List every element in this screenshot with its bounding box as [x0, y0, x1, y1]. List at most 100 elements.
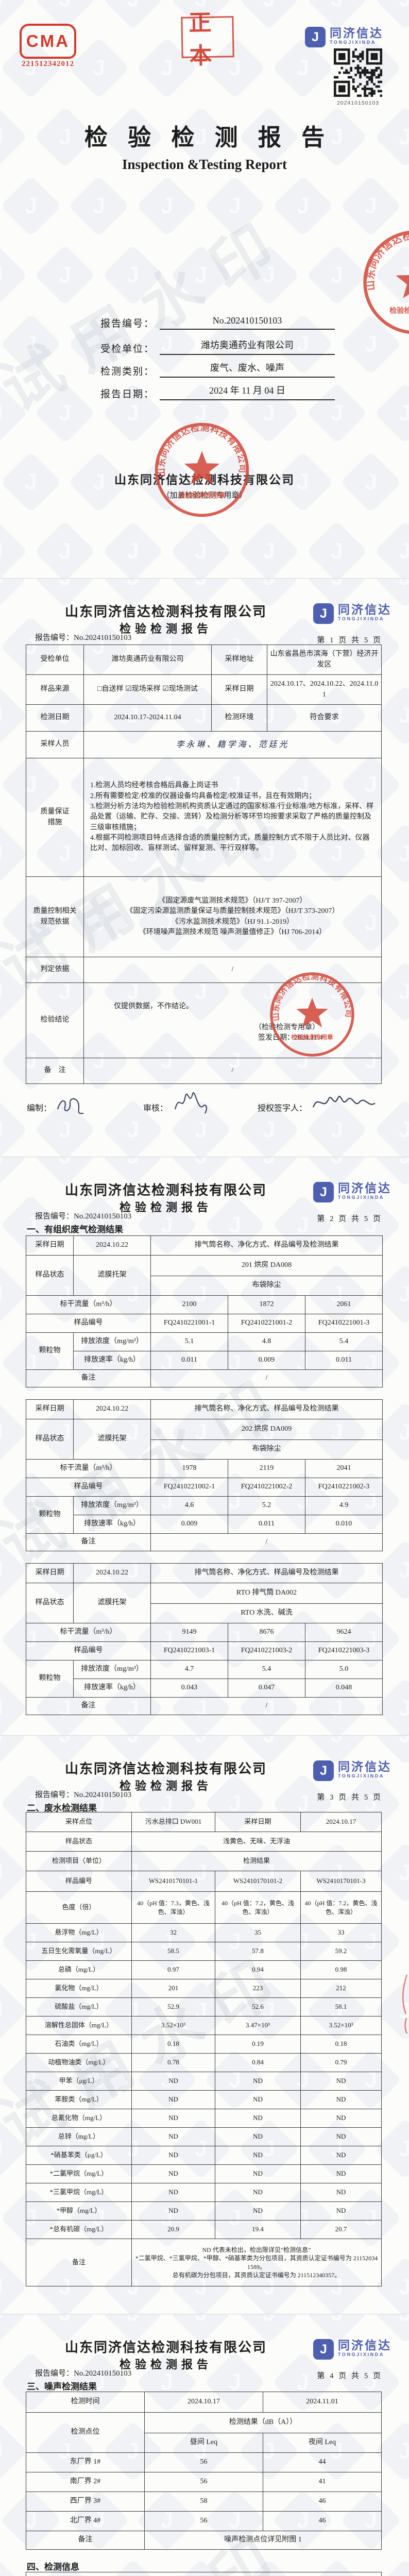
table-cell: 5.2 [228, 1496, 305, 1515]
watermark-tile: J [306, 244, 368, 306]
page-5-noise-info: JJJJJJJJJJJJJJJJJJJJJJJJJJJJJJJJJJJJJJJJ… [0, 2314, 409, 2576]
table-cell: *三氯甲烷（mg/L） [26, 2183, 132, 2202]
table-cell: 0.97 [131, 1960, 215, 1979]
table-cell: RTO 排气筒 DA002 [150, 1583, 383, 1604]
table-cell: 2024.10.22 [73, 1563, 151, 1583]
watermark-tile: J [238, 520, 300, 578]
svg-text:山东同济信达检测科技有限公司: 山东同济信达检测科技有限公司 [364, 230, 409, 291]
table-cell: 标干流量（m³/h） [26, 1295, 151, 1314]
table-cell: 3.52×10³ [300, 2016, 382, 2035]
header-org: 山东同济信达检测科技有限公司 [64, 2340, 267, 2355]
brand-name-cn: 同济信达 [330, 27, 383, 40]
table-cell: 223 [215, 1979, 301, 1998]
table-cell: 南厂界 2# [26, 2472, 145, 2492]
field-label: 报告日期： [100, 389, 155, 400]
gas-table-da002: 采样日期 2024.10.22 排气筒名称、净化方式、样品编号及检测结果 样品状态 滤膜… [26, 1563, 383, 1715]
table-cell: 排放速率（kg/h） [73, 1679, 151, 1698]
table-cell: ND [215, 2127, 301, 2146]
table-cell: 33 [300, 1923, 382, 1942]
scan-artifact [402, 1974, 408, 2034]
table-cell: ND [215, 2201, 301, 2221]
table-cell: 2024.11.01 [263, 2392, 382, 2413]
table-cell: 52.6 [215, 1997, 301, 2016]
watermark-tile: J [136, 175, 198, 237]
watermark-tile: J [204, 175, 266, 237]
brand-icon: J [313, 2339, 334, 2360]
watermark-tile: J [0, 2420, 28, 2482]
table-cell: *总有机碳（mg/L） [26, 2220, 132, 2239]
table-cell: 40（pH 值：7.2，黄色、浅色、浑浊） [215, 1891, 301, 1924]
page-number: 第 1 页 共 5 页 [317, 636, 382, 645]
table-cell: 标干流量（m³/h） [26, 1623, 151, 1642]
page-number: 第 4 页 共 5 页 [317, 2372, 382, 2380]
table-cell: 0.009 [228, 1351, 305, 1370]
table-cell: ND [131, 2090, 215, 2109]
table-cell: 0.18 [131, 2035, 215, 2054]
section-heading: 一、有组织废气检测结果 [27, 1225, 123, 1234]
table-cell: 2024.10.17-2024.11.04 [83, 704, 212, 732]
table-cell: 噪声检测点位详见附图 1 [144, 2531, 382, 2550]
signature-row: 编制： 审核： 授权签字人： [27, 1089, 394, 1114]
table-cell: 202 烘房 DA009 [150, 1419, 383, 1440]
watermark-tile: J [0, 2558, 28, 2576]
table-cell: 4.9 [305, 1496, 383, 1515]
table-cell: ND [215, 2109, 301, 2128]
table-cell: 0.047 [228, 1679, 305, 1698]
table-cell: 样品编号 [26, 1314, 151, 1333]
table-cell: FQ2410221003-2 [228, 1641, 305, 1660]
watermark-tile: J [374, 382, 409, 444]
table-cell: 2024.10.17 [300, 1812, 382, 1832]
report-no-line: 报告编号：No.202410150103 [35, 2369, 132, 2378]
gas-table-da009: 采样日期 2024.10.22 排气筒名称、净化方式、样品编号及检测结果 样品状态 滤膜… [26, 1399, 383, 1551]
watermark-tile: J [102, 0, 164, 30]
field-date: 报告日期： 2024 年 11 月 04 日 [77, 383, 335, 406]
table-cell: 排放浓度（mg/m³） [73, 1332, 151, 1351]
cma-number: 221512342012 [22, 60, 74, 68]
section-heading-noise: 三、噪声检测结果 [27, 2382, 97, 2392]
table-cell: 采样日期 [26, 1235, 74, 1256]
reviewed-by-signature [174, 1092, 208, 1114]
watermark-tile: J [374, 0, 409, 30]
table-cell: 5.0 [305, 1660, 383, 1679]
table-cell: 1.检测人员均经考核合格后具备上岗证书 2.所有需要检定/校准的仪器设备均具备检… [83, 758, 382, 877]
table-cell: 颗粒物 [26, 1332, 74, 1370]
table-cell: 检验结论 [26, 982, 84, 1058]
table-cell: 检测项目（单位） [26, 1851, 132, 1871]
original-copy-stamp: 正本 [181, 10, 234, 69]
table-cell: 悬浮物（mg/L） [26, 1923, 132, 1942]
table-cell: 2024.10.17、2024.10.22、2024.11.01 [267, 674, 382, 705]
table-cell: 排放速率（kg/h） [73, 1351, 151, 1370]
table-cell: 总锌（mg/L） [26, 2127, 132, 2146]
table-cell: 总氰化物（mg/L） [26, 2109, 132, 2128]
table-cell: 56 [144, 2511, 263, 2531]
table-cell: 20.7 [300, 2220, 382, 2239]
table-cell: 检测时间 [26, 2392, 145, 2413]
table-cell: 采样地址 [211, 645, 267, 675]
table-cell: 备注 [26, 1369, 151, 1387]
table-cell: □自送样 ☑现场采样 ☑现场测试 [83, 674, 212, 705]
table-cell: *二氯甲烷（mg/L） [26, 2164, 132, 2183]
table-cell: 212 [300, 1979, 382, 1998]
watermark-tile: J [0, 175, 62, 237]
table-cell: 0.011 [150, 1351, 228, 1370]
brand-icon: J [313, 1182, 334, 1202]
table-cell: 20.9 [131, 2220, 215, 2239]
watermark-tile: J [272, 175, 334, 237]
table-cell: FQ2410221002-3 [305, 1478, 383, 1497]
field-value: 潍坊奥通药业有限公司 [160, 338, 335, 355]
table-cell: 样品状态 [26, 1419, 74, 1460]
table-cell: 5.4 [228, 1660, 305, 1679]
table-cell: *硝基苯类（μg/L） [26, 2146, 132, 2165]
table-cell: 40（pH 值：7.3，黄色、浅色、浑浊） [131, 1891, 215, 1924]
field-value: 2024 年 11 月 04 日 [160, 383, 335, 400]
watermark-tile: J [34, 520, 96, 578]
reviewed-by-label: 审核： [143, 1104, 168, 1113]
table-cell: 样品状态 [26, 1255, 74, 1296]
table-cell: ND [215, 2072, 301, 2091]
table-cell: 样品来源 [26, 674, 84, 705]
table-cell: 备注 [26, 2239, 132, 2286]
seal-org-text: 山东同济信达检测科技有限公司 [364, 230, 409, 291]
